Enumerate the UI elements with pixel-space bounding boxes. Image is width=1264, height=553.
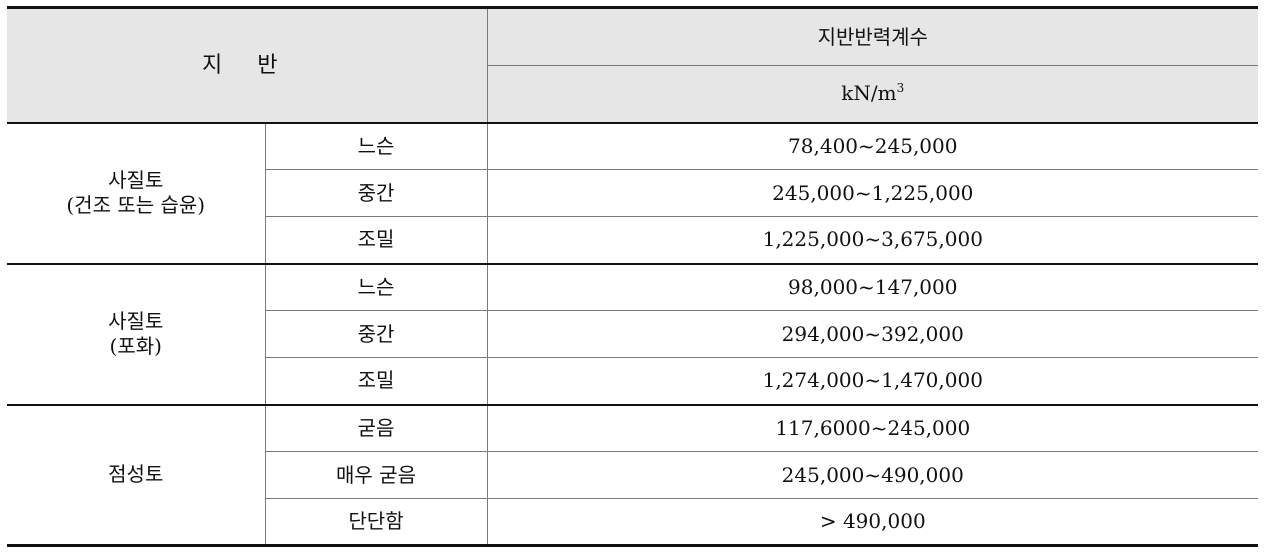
soil-reaction-table: 지 반 지반반력계수 kN/m3 사질토 (건조 또는 습윤) 느슨 78,40…: [7, 6, 1259, 547]
range-cell: 245,000~490,000: [486, 451, 1259, 499]
header-row-2: kN/m3: [7, 65, 1259, 124]
table-row: 단단함 > 490,000: [7, 498, 1259, 547]
condition-cell: 굳음: [264, 404, 488, 452]
group-name-cell: 사질토 (포화): [7, 263, 266, 406]
range-cell: 1,274,000~1,470,000: [486, 357, 1259, 406]
range-cell: 1,225,000~3,675,000: [486, 216, 1259, 265]
range-cell: 117,6000~245,000: [486, 404, 1259, 452]
range-cell: 294,000~392,000: [486, 310, 1259, 358]
table-row: 사질토 (건조 또는 습윤) 느슨 78,400~245,000: [7, 122, 1259, 265]
header-unit: kN/m3: [487, 65, 1259, 124]
group-name-cell: 점성토: [7, 404, 266, 547]
header-soil: 지 반: [7, 6, 488, 124]
condition-cell: 매우 굳음: [265, 451, 488, 499]
condition-cell: 중간: [265, 169, 488, 217]
condition-cell: 느슨: [264, 263, 488, 311]
unit-base: kN/m: [841, 81, 897, 106]
table-row: 매우 굳음 245,000~490,000: [7, 451, 1259, 499]
header-row-1: 지 반 지반반력계수: [7, 6, 1259, 124]
condition-cell: 느슨: [264, 122, 488, 170]
group-name-line2: (포화): [109, 334, 162, 358]
table-row: 조밀 1,225,000~3,675,000: [7, 216, 1259, 265]
group-name-line1: 점성토: [108, 462, 164, 487]
group-name-line1: 사질토: [108, 168, 164, 192]
table-row: 조밀 1,274,000~1,470,000: [7, 357, 1259, 406]
unit-exponent: 3: [896, 81, 905, 96]
condition-cell: 조밀: [265, 216, 488, 265]
range-cell: 98,000~147,000: [486, 263, 1259, 311]
condition-cell: 조밀: [265, 357, 488, 406]
range-cell: 245,000~1,225,000: [486, 169, 1259, 217]
condition-cell: 단단함: [265, 498, 488, 547]
soil-reaction-table-container: 지 반 지반반력계수 kN/m3 사질토 (건조 또는 습윤) 느슨 78,40…: [7, 6, 1259, 547]
group-name-line2: (건조 또는 습윤): [66, 193, 206, 217]
condition-cell: 중간: [265, 310, 488, 358]
header-coefficient: 지반반력계수: [486, 6, 1259, 66]
range-cell: 78,400~245,000: [486, 122, 1259, 170]
group-name-cell: 사질토 (건조 또는 습윤): [7, 122, 266, 265]
group-name-line1: 사질토: [108, 309, 164, 333]
range-cell: > 490,000: [486, 498, 1259, 547]
table-row: 사질토 (포화) 느슨 98,000~147,000: [7, 263, 1259, 406]
table-row: 점성토 굳음 117,6000~245,000: [7, 404, 1259, 547]
